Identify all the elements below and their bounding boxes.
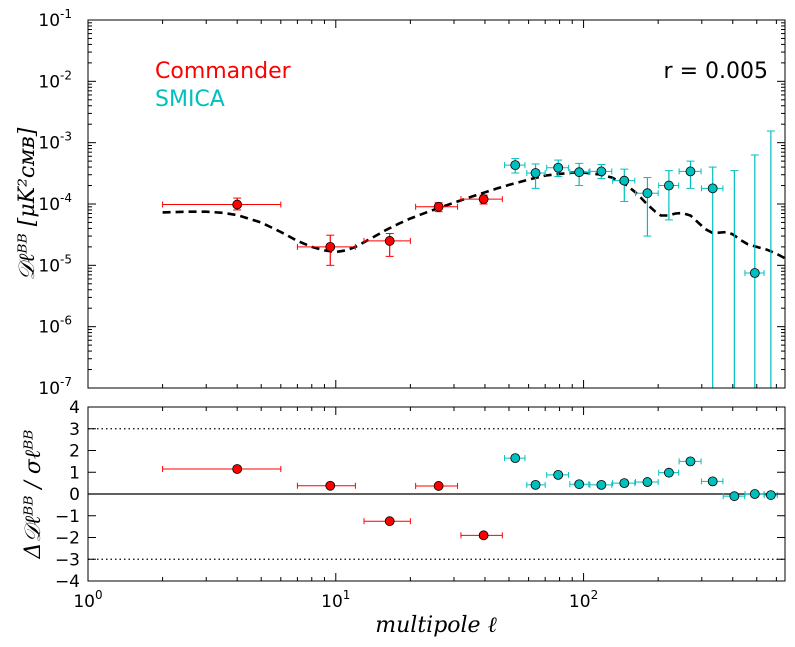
data-marker (530, 168, 541, 178)
commander-point (162, 197, 282, 211)
smica-residual-point (504, 453, 526, 464)
data-marker (596, 166, 607, 177)
commander-residual-point (415, 481, 459, 491)
data-marker (619, 175, 630, 186)
data-marker (707, 183, 718, 194)
smica-residual-point (658, 467, 680, 478)
data-marker (749, 489, 760, 499)
smica-point (744, 154, 765, 388)
legend-commander: Commander (155, 59, 292, 84)
smica-point (766, 130, 775, 388)
y-tick-label: 3 (69, 420, 80, 440)
y-tick-label: 10-2 (38, 68, 72, 92)
y-tick-label: 10-1 (38, 7, 72, 31)
y-tick-label: −2 (55, 529, 80, 549)
data-marker (685, 456, 696, 467)
data-marker (325, 241, 336, 252)
y-tick-label: −4 (55, 572, 80, 592)
y-tick-label: −3 (55, 550, 80, 570)
data-marker (685, 166, 696, 177)
x-axis-label: multipole ℓ (375, 613, 497, 638)
commander-residual-point (296, 480, 356, 491)
x-tick-label: 101 (321, 588, 350, 612)
data-marker (384, 516, 395, 527)
data-marker (765, 490, 776, 500)
data-marker (384, 236, 395, 246)
smica-residual-point (722, 491, 746, 502)
smica-residual-point (700, 476, 724, 487)
data-marker (619, 478, 630, 489)
smica-residual-point (634, 477, 659, 487)
legend-smica: SMICA (155, 87, 225, 112)
commander-residual-point (162, 464, 282, 474)
data-marker (478, 530, 489, 541)
smica-point (700, 166, 724, 388)
smica-point (526, 163, 546, 189)
data-marker (325, 480, 336, 491)
smica-point (504, 158, 526, 174)
y-tick-label: 10-7 (38, 375, 72, 399)
data-marker (664, 180, 674, 191)
y-tick-label: 10-3 (38, 130, 72, 154)
data-marker (574, 167, 585, 178)
smica-residual-point (546, 469, 570, 480)
smica-point (589, 164, 613, 180)
top-panel: 10-7 10-6 10-5 10-4 10-3 10-2 10-1 Commander S… (38, 7, 786, 399)
smica-point (612, 168, 636, 202)
x-tick-label: 102 (569, 588, 598, 612)
commander-residual-point (460, 530, 503, 541)
y-tick-label: 10-6 (38, 314, 72, 338)
y-tick-label: 0 (69, 485, 80, 505)
data-marker (642, 477, 653, 487)
x-tick-label: 100 (73, 588, 102, 612)
data-marker (510, 160, 521, 171)
smica-point (730, 170, 739, 388)
smica-point (634, 177, 659, 237)
smica-point (658, 170, 680, 221)
y-tick-label: −1 (55, 507, 80, 527)
data-marker (433, 201, 444, 212)
commander-point (460, 194, 503, 205)
r-annotation: r = 0.005 (664, 59, 768, 84)
y-tick-label: 4 (69, 398, 80, 418)
smica-residual-point (678, 456, 702, 467)
data-marker (642, 188, 653, 199)
data-marker (478, 194, 489, 205)
smica-residual-point (612, 478, 636, 489)
data-marker (232, 464, 243, 474)
data-marker (530, 479, 541, 490)
smica-residual-point (744, 489, 765, 499)
smica-residual-point (569, 479, 590, 490)
data-marker (433, 481, 444, 491)
smica-residual-point (526, 479, 546, 490)
data-marker (553, 469, 564, 480)
smica-point (546, 159, 570, 178)
theory-curve (162, 171, 785, 260)
commander-residual-point (363, 516, 411, 527)
data-marker (596, 479, 607, 490)
y-tick-label: 1 (69, 463, 80, 483)
data-marker (707, 476, 718, 487)
y-tick-label: 10-4 (38, 191, 72, 215)
top-y-axis-label: 𝒟ℓᴮᴮ [μK²ᴄᴍʙ] (15, 127, 40, 280)
smica-point (569, 162, 590, 187)
data-marker (749, 268, 760, 278)
y-tick-label: 10-5 (38, 252, 72, 276)
data-marker (510, 453, 521, 464)
data-marker (232, 199, 243, 210)
data-marker (664, 467, 674, 478)
smica-residual-point (763, 490, 778, 500)
commander-point (415, 201, 459, 213)
smica-residual-point (589, 479, 613, 490)
data-marker (729, 491, 740, 502)
commander-point (296, 234, 356, 266)
bottom-y-axis-label: Δ𝒟ℓᴮᴮ / σℓᴮᴮ (21, 430, 46, 560)
data-marker (574, 479, 585, 490)
smica-point (678, 160, 702, 189)
y-tick-label: 2 (69, 442, 80, 462)
data-marker (553, 162, 564, 173)
commander-point (363, 233, 411, 257)
